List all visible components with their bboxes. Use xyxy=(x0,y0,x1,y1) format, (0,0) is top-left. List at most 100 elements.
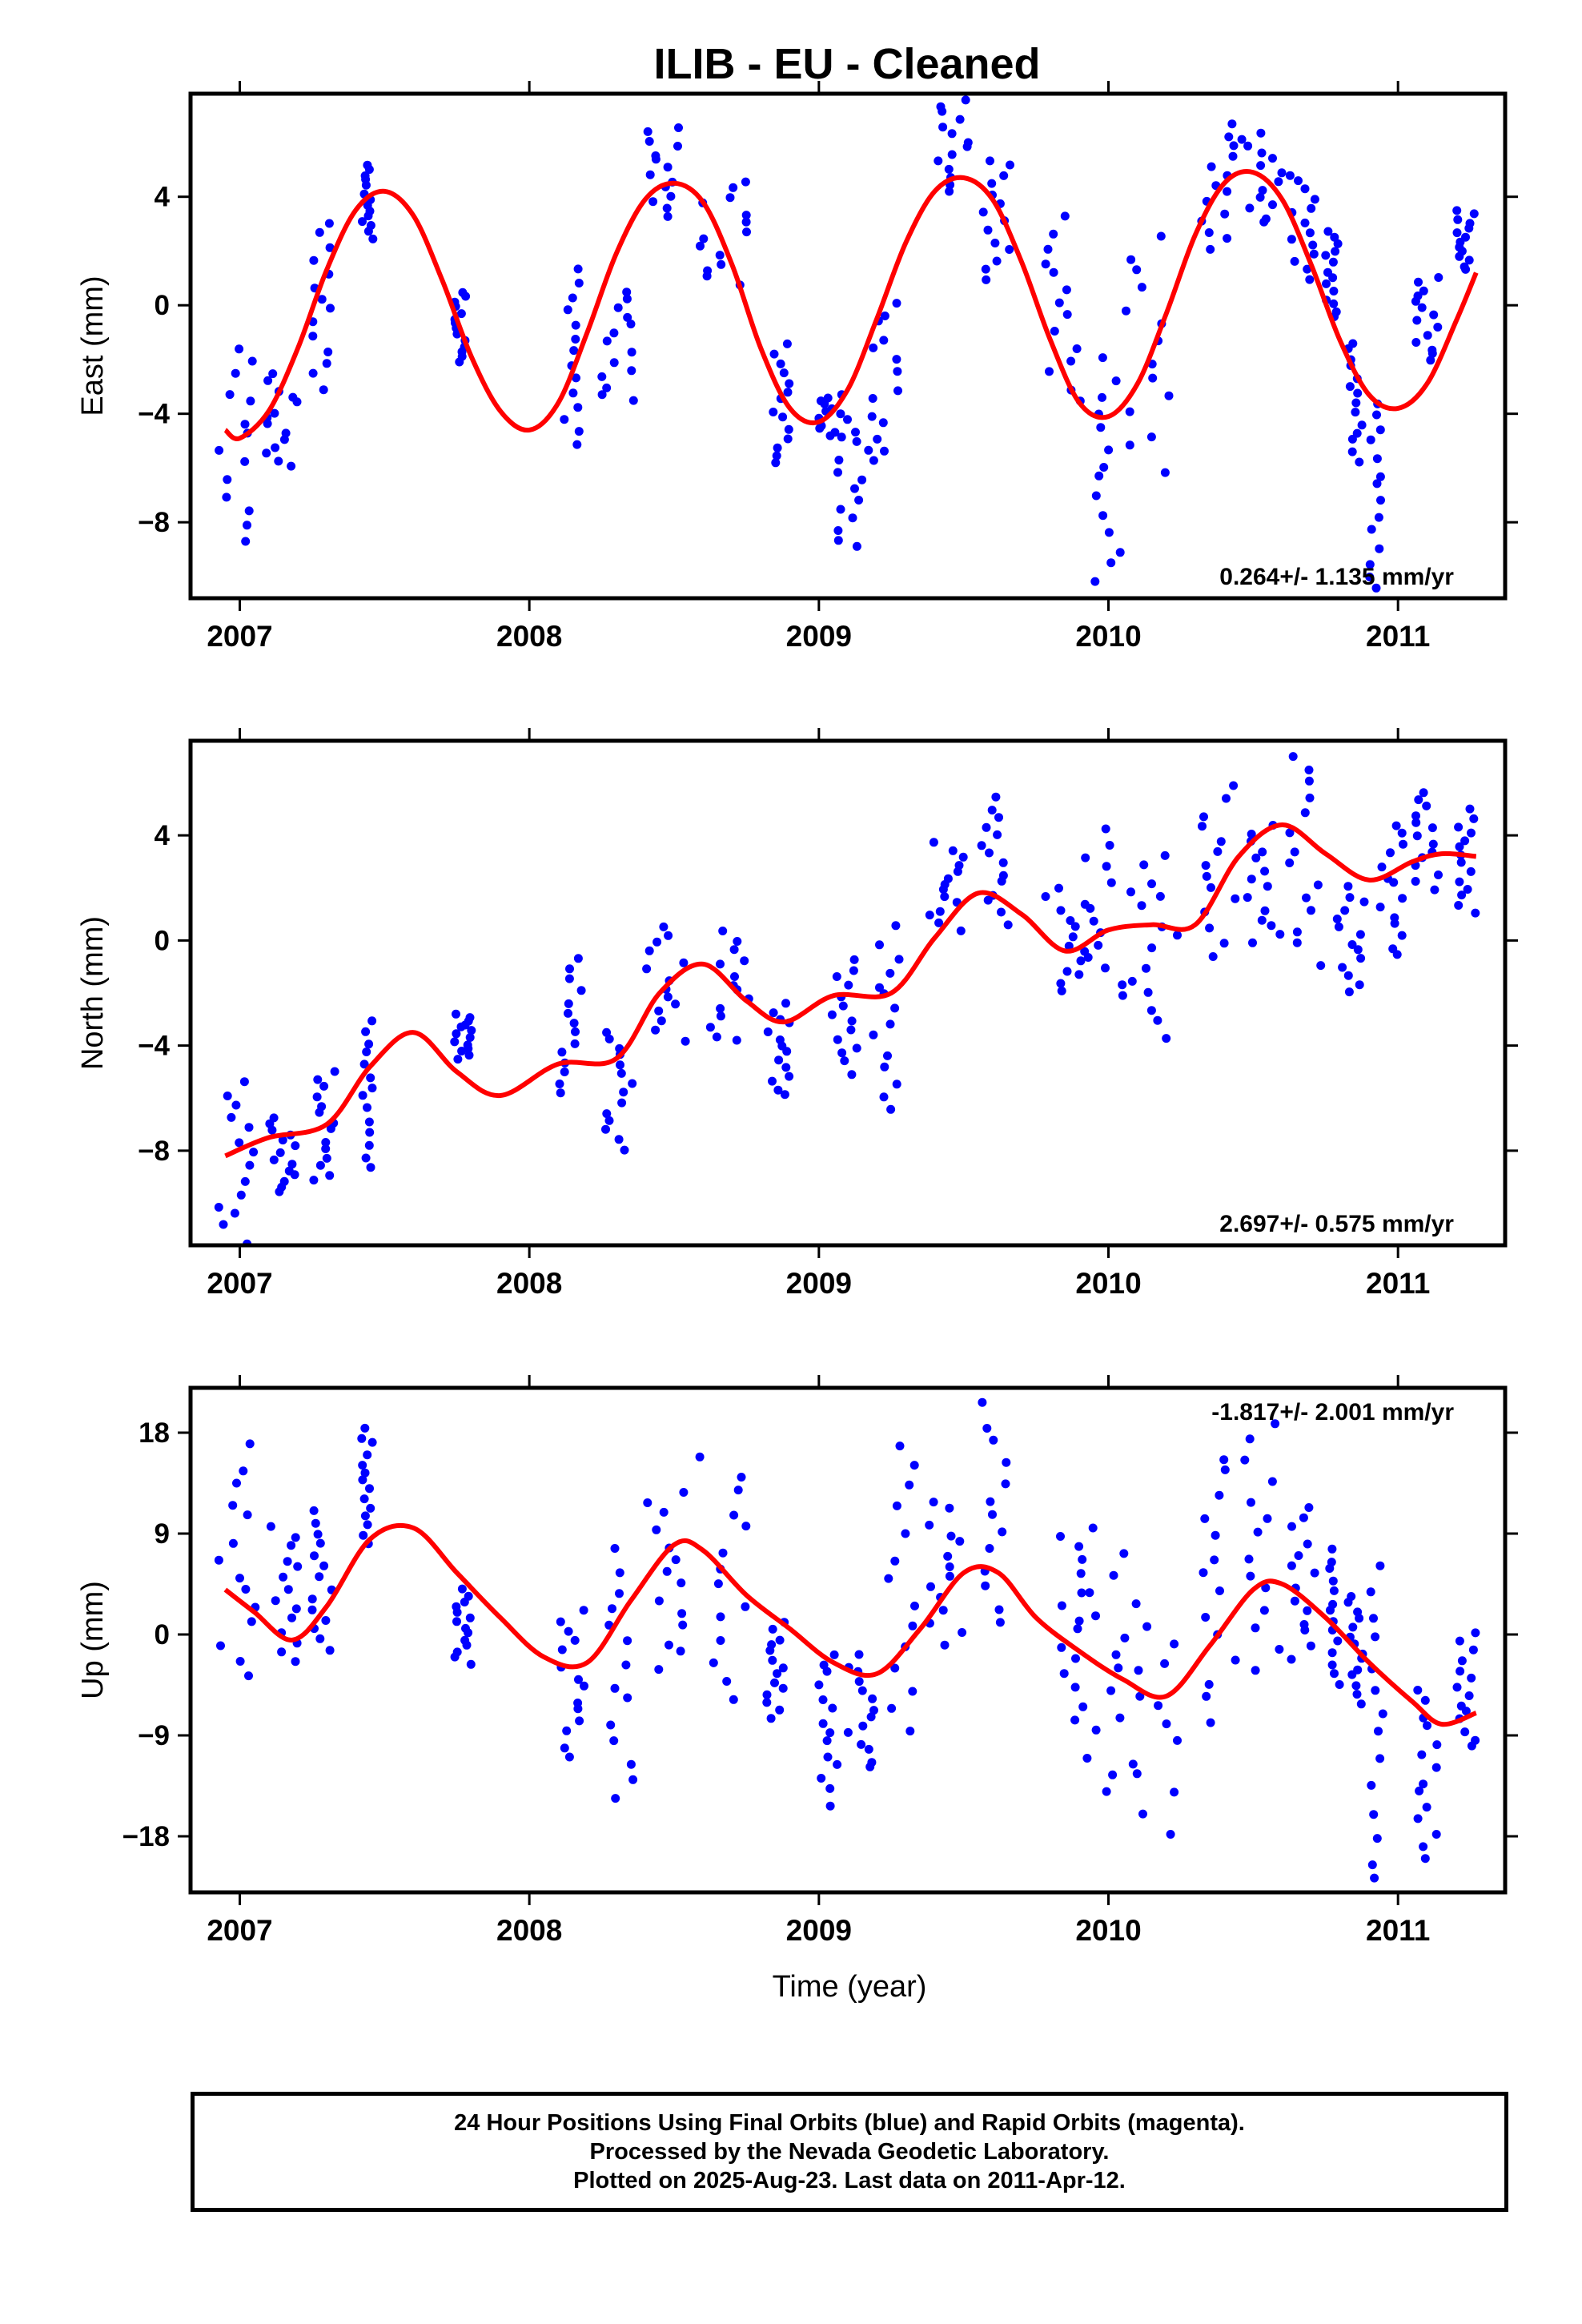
data-point xyxy=(1126,887,1135,897)
data-point xyxy=(986,156,994,166)
data-point xyxy=(1202,871,1211,881)
data-point xyxy=(963,138,973,147)
data-point xyxy=(1414,277,1423,287)
data-point xyxy=(662,1566,672,1576)
data-point xyxy=(1245,203,1255,213)
data-point xyxy=(358,217,367,227)
data-point xyxy=(1261,1583,1271,1593)
data-point xyxy=(643,1498,652,1507)
data-point xyxy=(1070,922,1080,931)
data-point xyxy=(1456,858,1466,867)
data-point xyxy=(1041,259,1050,269)
data-point xyxy=(840,1056,849,1066)
data-point xyxy=(1413,1686,1423,1695)
data-point xyxy=(1390,913,1399,923)
data-point xyxy=(321,1616,331,1625)
data-point xyxy=(1263,1514,1272,1523)
data-point xyxy=(325,243,335,252)
data-point xyxy=(324,219,334,228)
data-point xyxy=(277,1647,287,1657)
data-point xyxy=(270,408,279,418)
data-point xyxy=(609,358,619,368)
data-point xyxy=(926,1582,935,1591)
data-point xyxy=(867,412,877,421)
data-point xyxy=(1471,1628,1480,1638)
data-point xyxy=(645,170,655,179)
data-point xyxy=(575,1716,584,1726)
data-point xyxy=(1378,1709,1387,1719)
data-point xyxy=(1275,930,1285,939)
data-point xyxy=(666,191,676,201)
data-point xyxy=(772,451,781,460)
data-point xyxy=(1328,257,1338,267)
data-point xyxy=(463,1040,472,1050)
data-point xyxy=(1204,1679,1214,1689)
data-point xyxy=(1305,228,1315,238)
data-point xyxy=(281,428,291,438)
data-point xyxy=(1288,752,1298,762)
data-point xyxy=(1329,299,1339,308)
rate-annotation-up: -1.817+/- 2.001 mm/yr xyxy=(1211,1399,1454,1425)
data-point xyxy=(1147,943,1157,953)
data-point xyxy=(1454,822,1464,832)
data-point xyxy=(829,1650,839,1659)
data-point xyxy=(231,368,240,378)
data-point xyxy=(1247,1498,1255,1507)
data-point xyxy=(249,1148,259,1157)
data-point xyxy=(1454,901,1464,910)
data-point xyxy=(1206,1718,1215,1727)
data-point xyxy=(223,475,232,485)
data-point xyxy=(1223,234,1232,243)
data-point xyxy=(673,142,682,151)
data-point xyxy=(1137,901,1146,911)
data-point xyxy=(602,1027,612,1037)
data-point xyxy=(621,1660,631,1670)
data-point xyxy=(958,852,968,862)
data-point xyxy=(910,1601,919,1610)
data-point xyxy=(308,332,318,341)
data-point xyxy=(1219,1455,1229,1465)
data-point xyxy=(1228,151,1238,161)
y-axis-label-up: Up (mm) xyxy=(76,1581,110,1699)
data-point xyxy=(1125,407,1134,416)
plot-frame-north xyxy=(188,738,1508,1248)
data-point xyxy=(560,1743,569,1753)
data-point xyxy=(985,848,994,858)
data-point xyxy=(1294,1551,1303,1560)
data-point xyxy=(1072,344,1082,353)
data-point xyxy=(1119,1549,1129,1558)
data-point xyxy=(1305,793,1315,802)
data-point xyxy=(869,343,878,352)
panel-east: −8 −4 0 4 2007 2008 2009 2010 2011 East (mm) 0.264… xyxy=(76,81,1518,653)
data-point xyxy=(671,999,681,1009)
data-point xyxy=(1096,423,1106,432)
data-point xyxy=(1287,1522,1296,1531)
data-point xyxy=(1469,814,1479,823)
data-point xyxy=(1411,877,1420,886)
data-point xyxy=(1307,906,1315,915)
data-point xyxy=(307,1605,317,1614)
data-point xyxy=(358,1091,367,1100)
data-point xyxy=(1268,200,1277,210)
data-point xyxy=(785,1072,794,1081)
data-point xyxy=(833,536,843,545)
data-point xyxy=(1290,1596,1299,1606)
data-point xyxy=(1062,967,1072,976)
data-point xyxy=(890,1663,900,1673)
data-point xyxy=(1102,862,1111,871)
data-point xyxy=(769,408,778,416)
data-point xyxy=(651,151,661,160)
data-point xyxy=(729,945,739,955)
data-point xyxy=(1327,1544,1337,1554)
data-point xyxy=(452,1602,461,1611)
data-point xyxy=(291,1533,300,1542)
data-point xyxy=(325,1646,335,1655)
data-point xyxy=(465,1033,475,1042)
data-point xyxy=(1432,1740,1442,1750)
data-point xyxy=(1248,938,1257,947)
data-point xyxy=(291,1604,301,1614)
data-point xyxy=(1345,893,1355,903)
data-point xyxy=(716,959,725,969)
data-point xyxy=(467,1026,476,1035)
data-point xyxy=(1377,862,1387,872)
